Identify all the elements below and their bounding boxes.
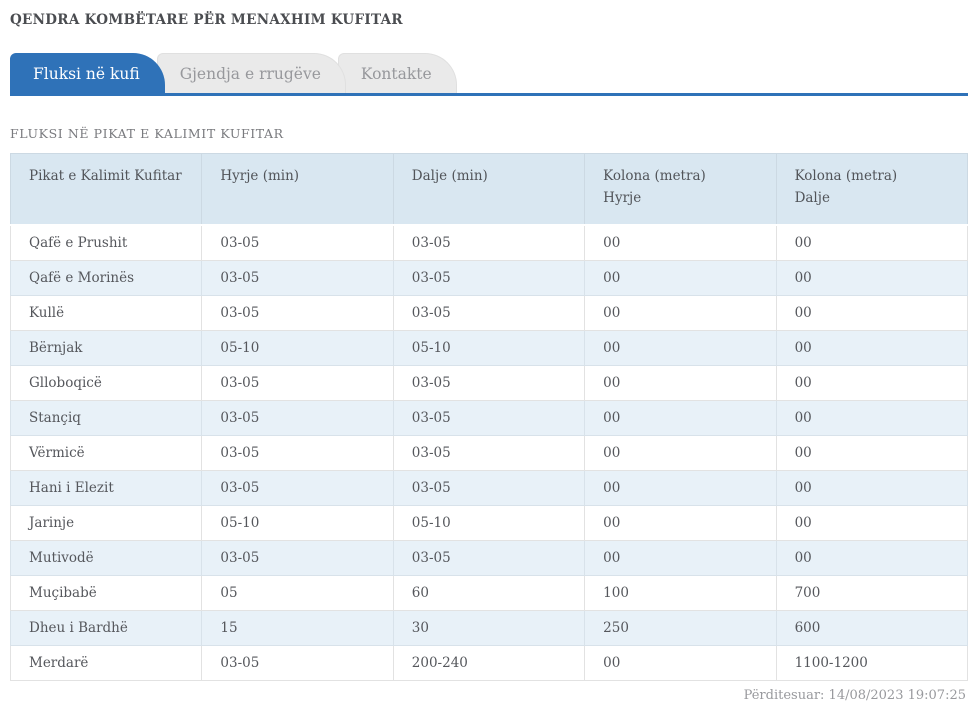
border-crossings-table: Pikat e Kalimit Kufitar Hyrje (min) Dalje … xyxy=(9,152,969,681)
crossing-name-cell: Mutivodë xyxy=(9,539,203,576)
value-cell: 00 xyxy=(775,329,969,366)
value-cell: 03-05 xyxy=(201,399,394,436)
value-cell: 03-05 xyxy=(201,434,394,471)
table-row: Stançiq 03-05 03-05 00 00 xyxy=(9,399,969,436)
table-row: Muçibabë 05 60 100 700 xyxy=(9,574,969,611)
value-cell: 03-05 xyxy=(201,224,394,261)
table-row: Jarinje 05-10 05-10 00 00 xyxy=(9,504,969,541)
column-header: Hyrje (min) xyxy=(201,152,394,226)
crossing-name-cell: Merdarë xyxy=(9,644,203,681)
value-cell: 00 xyxy=(584,364,777,401)
value-cell: 100 xyxy=(584,574,777,611)
crossing-name-cell: Kullë xyxy=(9,294,203,331)
value-cell: 600 xyxy=(775,609,969,646)
column-header: Kolona (metra) Dalje xyxy=(775,152,969,226)
table-row: Qafë e Morinës 03-05 03-05 00 00 xyxy=(9,259,969,296)
section-heading: FLUKSI NË PIKAT E KALIMIT KUFITAR xyxy=(10,126,284,141)
value-cell: 00 xyxy=(775,399,969,436)
crossing-name-cell: Dheu i Bardhë xyxy=(9,609,203,646)
tab-bar: Fluksi në kufi Gjendja e rrugëve Kontakt… xyxy=(10,53,968,96)
tab-kontakte[interactable]: Kontakte xyxy=(337,53,457,93)
value-cell: 03-05 xyxy=(201,469,394,506)
value-cell: 00 xyxy=(775,224,969,261)
value-cell: 00 xyxy=(584,469,777,506)
value-cell: 03-05 xyxy=(392,224,586,261)
value-cell: 05-10 xyxy=(201,329,394,366)
value-cell: 00 xyxy=(775,364,969,401)
table-header: Pikat e Kalimit Kufitar Hyrje (min) Dalje … xyxy=(9,152,969,226)
column-header: Kolona (metra) Hyrje xyxy=(584,152,777,226)
table-row: Qafë e Prushit 03-05 03-05 00 00 xyxy=(9,224,969,261)
value-cell: 03-05 xyxy=(201,294,394,331)
table-row: Merdarë 03-05 200-240 00 1100-1200 xyxy=(9,644,969,681)
value-cell: 03-05 xyxy=(392,259,586,296)
value-cell: 03-05 xyxy=(201,644,394,681)
value-cell: 00 xyxy=(775,504,969,541)
value-cell: 00 xyxy=(775,434,969,471)
tab-gjendja-e-rrugeve[interactable]: Gjendja e rrugëve xyxy=(156,53,346,93)
value-cell: 03-05 xyxy=(392,469,586,506)
value-cell: 30 xyxy=(392,609,586,646)
value-cell: 00 xyxy=(584,399,777,436)
value-cell: 05 xyxy=(201,574,394,611)
table-row: Mutivodë 03-05 03-05 00 00 xyxy=(9,539,969,576)
value-cell: 03-05 xyxy=(392,539,586,576)
table-header-row: Pikat e Kalimit Kufitar Hyrje (min) Dalje … xyxy=(9,152,969,226)
table-row: Dheu i Bardhë 15 30 250 600 xyxy=(9,609,969,646)
column-header: Dalje (min) xyxy=(392,152,586,226)
value-cell: 03-05 xyxy=(201,259,394,296)
table-row: Bërnjak 05-10 05-10 00 00 xyxy=(9,329,969,366)
value-cell: 250 xyxy=(584,609,777,646)
table-row: Vërmicë 03-05 03-05 00 00 xyxy=(9,434,969,471)
table-row: Kullë 03-05 03-05 00 00 xyxy=(9,294,969,331)
table-row: Glloboqicë 03-05 03-05 00 00 xyxy=(9,364,969,401)
value-cell: 200-240 xyxy=(392,644,586,681)
last-updated: Përditesuar: 14/08/2023 19:07:25 xyxy=(743,687,966,703)
crossing-name-cell: Hani i Elezit xyxy=(9,469,203,506)
value-cell: 00 xyxy=(584,644,777,681)
tab-fluksi-ne-kufi[interactable]: Fluksi në kufi xyxy=(10,53,165,93)
value-cell: 1100-1200 xyxy=(775,644,969,681)
value-cell: 00 xyxy=(775,294,969,331)
value-cell: 00 xyxy=(584,224,777,261)
crossing-name-cell: Jarinje xyxy=(9,504,203,541)
crossing-name-cell: Qafë e Prushit xyxy=(9,224,203,261)
value-cell: 00 xyxy=(584,504,777,541)
value-cell: 700 xyxy=(775,574,969,611)
value-cell: 00 xyxy=(584,329,777,366)
value-cell: 03-05 xyxy=(392,364,586,401)
value-cell: 05-10 xyxy=(392,504,586,541)
crossing-name-cell: Glloboqicë xyxy=(9,364,203,401)
value-cell: 00 xyxy=(584,434,777,471)
value-cell: 03-05 xyxy=(201,364,394,401)
value-cell: 00 xyxy=(584,294,777,331)
table-row: Hani i Elezit 03-05 03-05 00 00 xyxy=(9,469,969,506)
value-cell: 03-05 xyxy=(201,539,394,576)
value-cell: 00 xyxy=(775,259,969,296)
value-cell: 00 xyxy=(584,539,777,576)
value-cell: 03-05 xyxy=(392,294,586,331)
value-cell: 00 xyxy=(775,539,969,576)
value-cell: 00 xyxy=(775,469,969,506)
column-header: Pikat e Kalimit Kufitar xyxy=(9,152,203,226)
page-title: QENDRA KOMBËTARE PËR MENAXHIM KUFITAR xyxy=(10,12,403,28)
value-cell: 00 xyxy=(584,259,777,296)
value-cell: 60 xyxy=(392,574,586,611)
value-cell: 03-05 xyxy=(392,399,586,436)
crossing-name-cell: Bërnjak xyxy=(9,329,203,366)
value-cell: 05-10 xyxy=(201,504,394,541)
value-cell: 05-10 xyxy=(392,329,586,366)
table-body: Qafë e Prushit 03-05 03-05 00 00 Qafë e Morin… xyxy=(9,224,969,681)
crossing-name-cell: Qafë e Morinës xyxy=(9,259,203,296)
crossing-name-cell: Stançiq xyxy=(9,399,203,436)
value-cell: 15 xyxy=(201,609,394,646)
crossing-name-cell: Muçibabë xyxy=(9,574,203,611)
value-cell: 03-05 xyxy=(392,434,586,471)
crossing-name-cell: Vërmicë xyxy=(9,434,203,471)
